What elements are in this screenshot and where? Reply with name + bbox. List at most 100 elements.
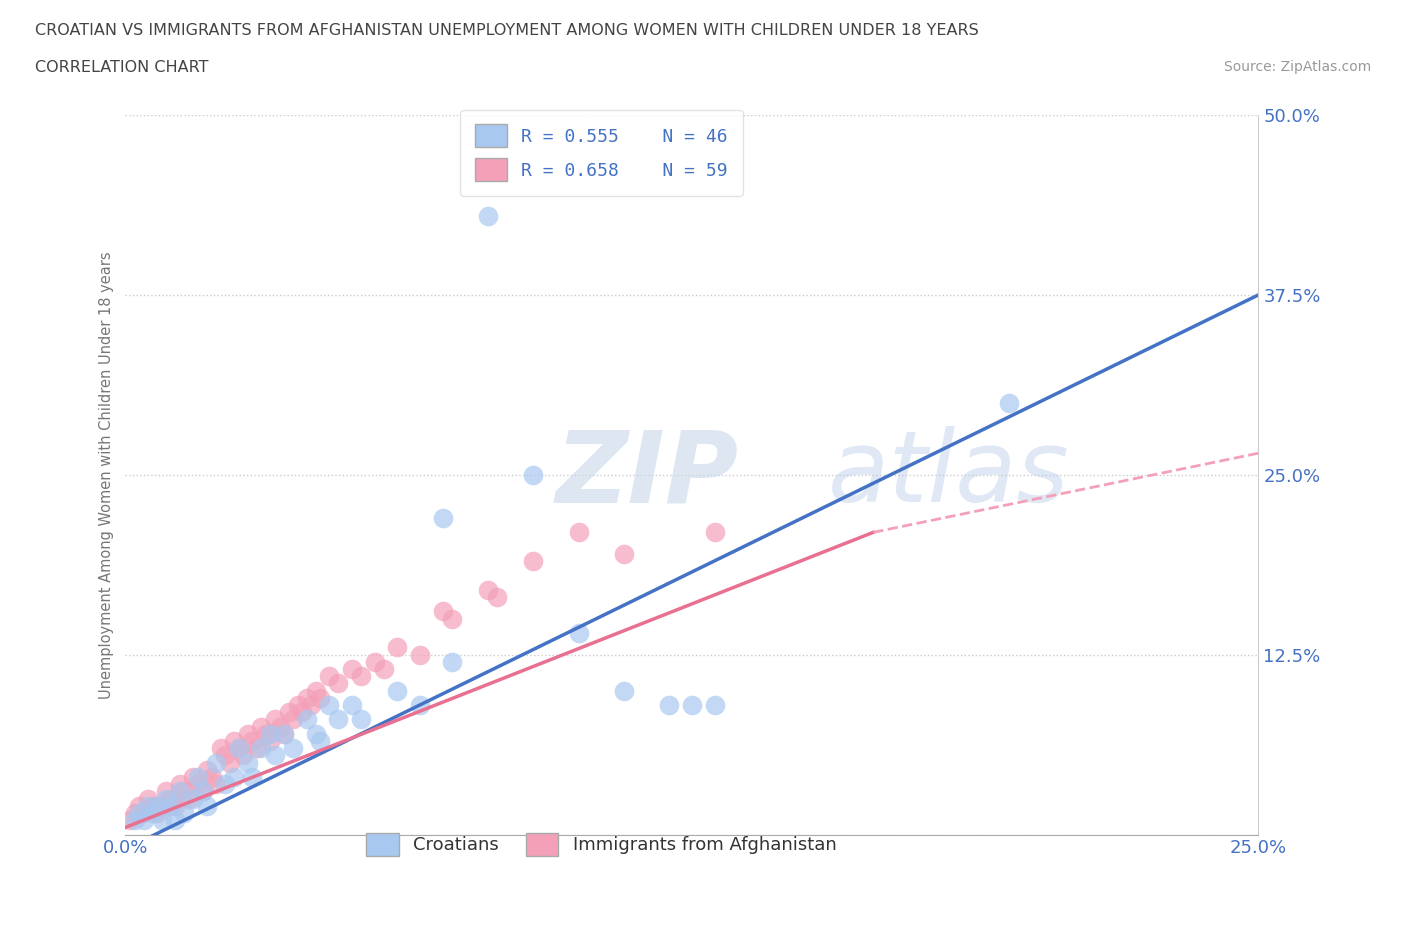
- Point: [191, 784, 214, 799]
- Point: [522, 468, 544, 483]
- Point: [264, 712, 287, 727]
- Point: [136, 798, 159, 813]
- Point: [309, 690, 332, 705]
- Point: [124, 805, 146, 820]
- Point: [183, 769, 205, 784]
- Point: [187, 769, 209, 784]
- Point: [432, 604, 454, 619]
- Point: [128, 805, 150, 820]
- Point: [998, 395, 1021, 410]
- Point: [295, 712, 318, 727]
- Point: [295, 690, 318, 705]
- Point: [209, 741, 232, 756]
- Point: [318, 669, 340, 684]
- Point: [132, 813, 155, 828]
- Point: [236, 755, 259, 770]
- Point: [340, 661, 363, 676]
- Point: [259, 734, 281, 749]
- Point: [432, 511, 454, 525]
- Point: [305, 684, 328, 698]
- Point: [205, 777, 228, 791]
- Point: [364, 655, 387, 670]
- Point: [250, 741, 273, 756]
- Point: [305, 726, 328, 741]
- Point: [681, 698, 703, 712]
- Point: [218, 755, 240, 770]
- Point: [440, 611, 463, 626]
- Point: [287, 698, 309, 712]
- Point: [150, 813, 173, 828]
- Point: [165, 798, 187, 813]
- Point: [477, 208, 499, 223]
- Point: [328, 676, 350, 691]
- Point: [159, 798, 181, 813]
- Text: ZIP: ZIP: [555, 426, 740, 524]
- Point: [146, 798, 169, 813]
- Point: [309, 734, 332, 749]
- Point: [169, 784, 191, 799]
- Point: [350, 712, 373, 727]
- Point: [159, 791, 181, 806]
- Point: [146, 805, 169, 820]
- Point: [246, 741, 269, 756]
- Point: [613, 684, 636, 698]
- Point: [240, 769, 263, 784]
- Text: Source: ZipAtlas.com: Source: ZipAtlas.com: [1223, 60, 1371, 74]
- Point: [613, 547, 636, 562]
- Point: [703, 525, 725, 539]
- Legend: Croatians, Immigrants from Afghanistan: Croatians, Immigrants from Afghanistan: [353, 820, 849, 869]
- Point: [259, 726, 281, 741]
- Point: [340, 698, 363, 712]
- Point: [195, 763, 218, 777]
- Point: [118, 813, 141, 828]
- Point: [387, 640, 409, 655]
- Point: [318, 698, 340, 712]
- Point: [124, 813, 146, 828]
- Point: [228, 741, 250, 756]
- Point: [205, 755, 228, 770]
- Point: [142, 805, 165, 820]
- Point: [250, 719, 273, 734]
- Point: [269, 719, 291, 734]
- Point: [240, 734, 263, 749]
- Text: CORRELATION CHART: CORRELATION CHART: [35, 60, 208, 75]
- Point: [264, 748, 287, 763]
- Point: [132, 805, 155, 820]
- Point: [254, 726, 277, 741]
- Point: [136, 791, 159, 806]
- Point: [440, 655, 463, 670]
- Point: [373, 661, 395, 676]
- Point: [142, 798, 165, 813]
- Point: [328, 712, 350, 727]
- Point: [236, 726, 259, 741]
- Point: [169, 777, 191, 791]
- Point: [187, 777, 209, 791]
- Point: [150, 798, 173, 813]
- Point: [387, 684, 409, 698]
- Point: [703, 698, 725, 712]
- Point: [299, 698, 322, 712]
- Point: [283, 741, 305, 756]
- Point: [658, 698, 681, 712]
- Point: [200, 769, 222, 784]
- Point: [214, 748, 236, 763]
- Point: [165, 813, 187, 828]
- Point: [155, 791, 177, 806]
- Point: [522, 553, 544, 568]
- Point: [409, 647, 432, 662]
- Text: atlas: atlas: [828, 426, 1070, 524]
- Point: [195, 798, 218, 813]
- Point: [214, 777, 236, 791]
- Point: [283, 712, 305, 727]
- Point: [183, 791, 205, 806]
- Text: CROATIAN VS IMMIGRANTS FROM AFGHANISTAN UNEMPLOYMENT AMONG WOMEN WITH CHILDREN U: CROATIAN VS IMMIGRANTS FROM AFGHANISTAN …: [35, 23, 979, 38]
- Point: [128, 798, 150, 813]
- Point: [273, 726, 295, 741]
- Point: [232, 748, 254, 763]
- Point: [568, 525, 591, 539]
- Point: [191, 784, 214, 799]
- Point: [477, 582, 499, 597]
- Point: [273, 726, 295, 741]
- Point: [568, 626, 591, 641]
- Point: [177, 791, 200, 806]
